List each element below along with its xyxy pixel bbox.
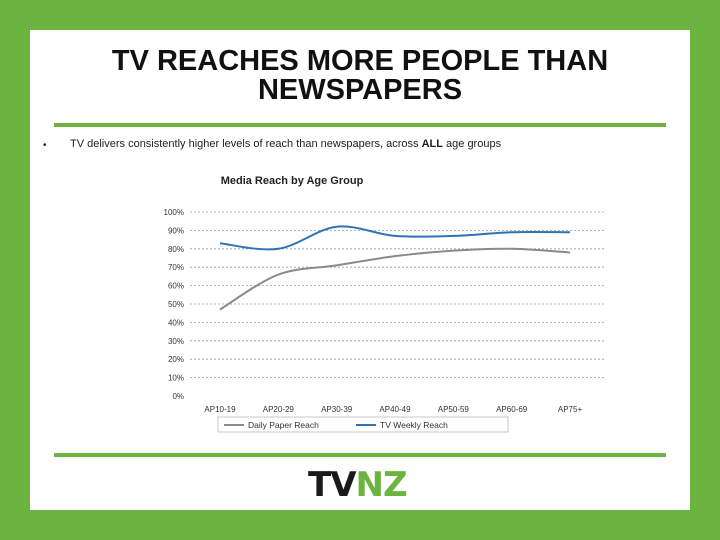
series-tv-weekly-line [219,225,571,251]
x-tick-label: AP75+ [558,405,583,414]
y-tick-label: 60% [168,282,184,291]
bullet-marker: • [43,140,47,151]
x-tick-label: AP40-49 [379,405,411,414]
y-tick-label: 90% [168,226,184,235]
legend-label: TV Weekly Reach [380,420,448,430]
slide-title: TV REACHES MORE PEOPLE THAN NEWSPAPERS [111,45,609,106]
bullet-prefix: TV delivers consistently higher levels o… [70,138,419,150]
x-tick-label: AP50-59 [438,405,470,414]
y-tick-label: 20% [168,355,184,364]
x-tick-label: AP60-69 [496,405,528,414]
bullet-emphasis: ALL [421,138,443,150]
top-divider [54,123,666,127]
bottom-divider [54,453,666,457]
tvnz-logo: TVNZ [308,465,408,505]
y-tick-label: 30% [168,337,184,346]
y-tick-label: 100% [164,208,184,217]
logo-tv: TV [308,465,357,505]
y-tick-label: 50% [168,300,184,309]
chart-title: Media Reach by Age Group [221,175,364,187]
series-daily-paper-line [219,247,571,311]
legend-box [217,416,509,433]
bullet-suffix: age groups [446,138,502,150]
y-tick-label: 40% [168,318,184,327]
y-tick-label: 70% [168,263,184,272]
legend-label: Daily Paper Reach [248,420,319,430]
x-tick-label: AP30-39 [321,405,353,414]
slide: TV REACHES MORE PEOPLE THAN NEWSPAPERS •… [30,30,690,510]
y-tick-label: 10% [168,374,184,383]
y-tick-label: 0% [172,392,184,401]
logo-nz: NZ [355,465,408,505]
media-reach-chart: Media Reach by Age Group 0% 10% 20% 30% 40% 5… [164,175,605,433]
x-tick-label: AP20-29 [263,405,295,414]
x-tick-label: AP10-19 [204,405,236,414]
y-tick-label: 80% [168,245,184,254]
bullet-text: TV delivers consistently higher levels o… [70,138,501,150]
